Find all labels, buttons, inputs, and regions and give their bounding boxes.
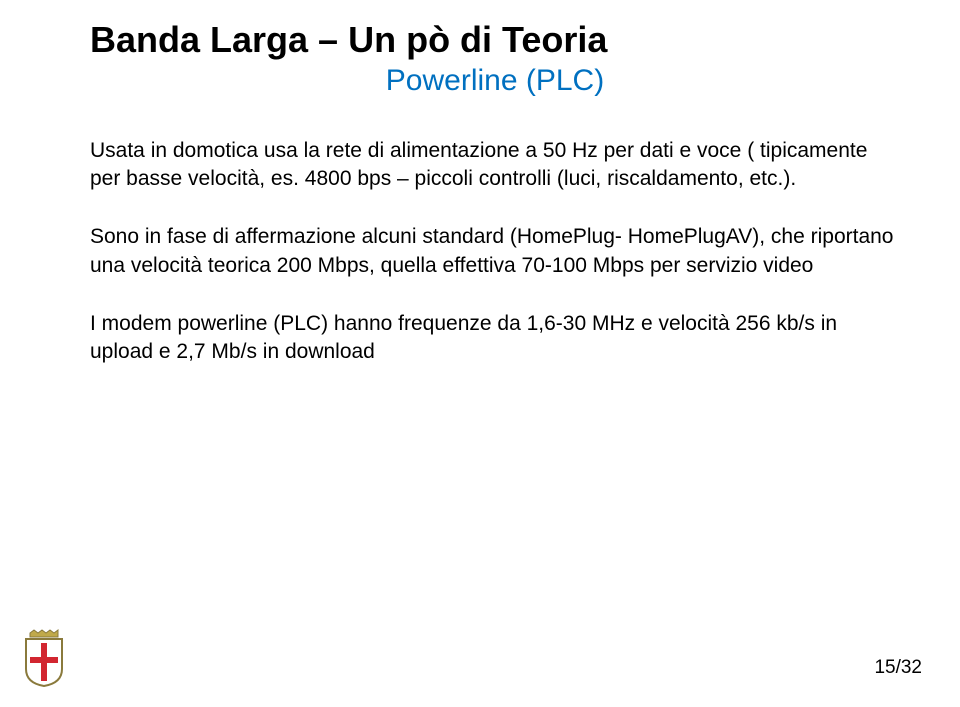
page-number: 15/32 bbox=[874, 657, 922, 679]
slide-title: Banda Larga – Un pò di Teoria bbox=[90, 20, 900, 60]
slide: Banda Larga – Un pò di Teoria Powerline … bbox=[0, 0, 960, 707]
paragraph-3: I modem powerline (PLC) hanno frequenze … bbox=[90, 310, 900, 367]
slide-subtitle: Powerline (PLC) bbox=[90, 64, 900, 97]
paragraph-2: Sono in fase di affermazione alcuni stan… bbox=[90, 223, 900, 280]
genoa-crest-icon bbox=[20, 629, 68, 687]
paragraph-1: Usata in domotica usa la rete di aliment… bbox=[90, 137, 900, 194]
